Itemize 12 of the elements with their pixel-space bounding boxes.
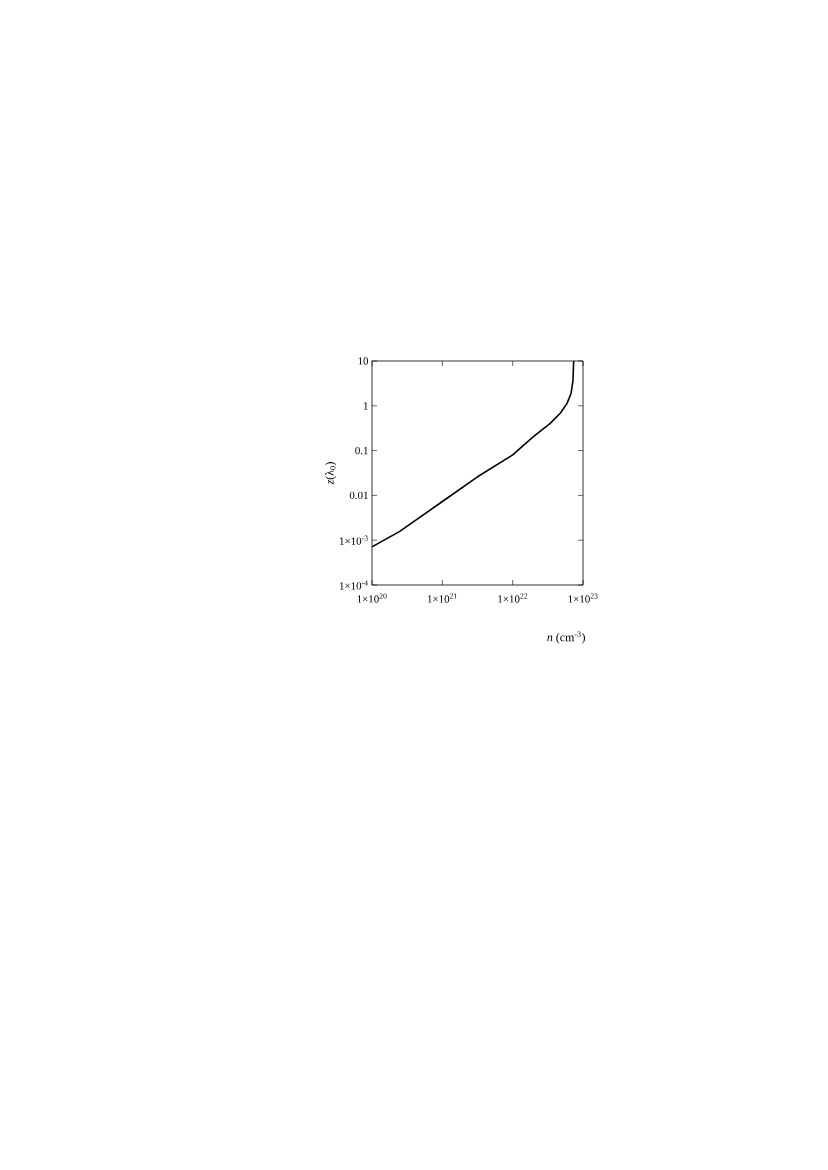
x-tick-label: 1×10$^{21}$ [427,593,457,603]
y-tick-label: 1×10$^{-4}$ [339,580,368,590]
x-axis-title: n (cm$^{-3}$) [547,631,585,644]
y-axis-title: z(λ$_{0}$) [325,462,337,485]
y-tick-label: 1×10$^{-3}$ [339,535,368,545]
y-tick-label: 0.1 [355,446,368,455]
x-tick-label: 1×10$^{20}$ [357,593,387,603]
y-tick-label: 10 [358,357,369,365]
y-tick-label: 1 [363,402,368,410]
x-tick-label: 1×10$^{22}$ [498,593,528,603]
y-tick-label: 0.01 [349,491,368,500]
x-tick-label: 1×10$^{23}$ [568,593,598,603]
